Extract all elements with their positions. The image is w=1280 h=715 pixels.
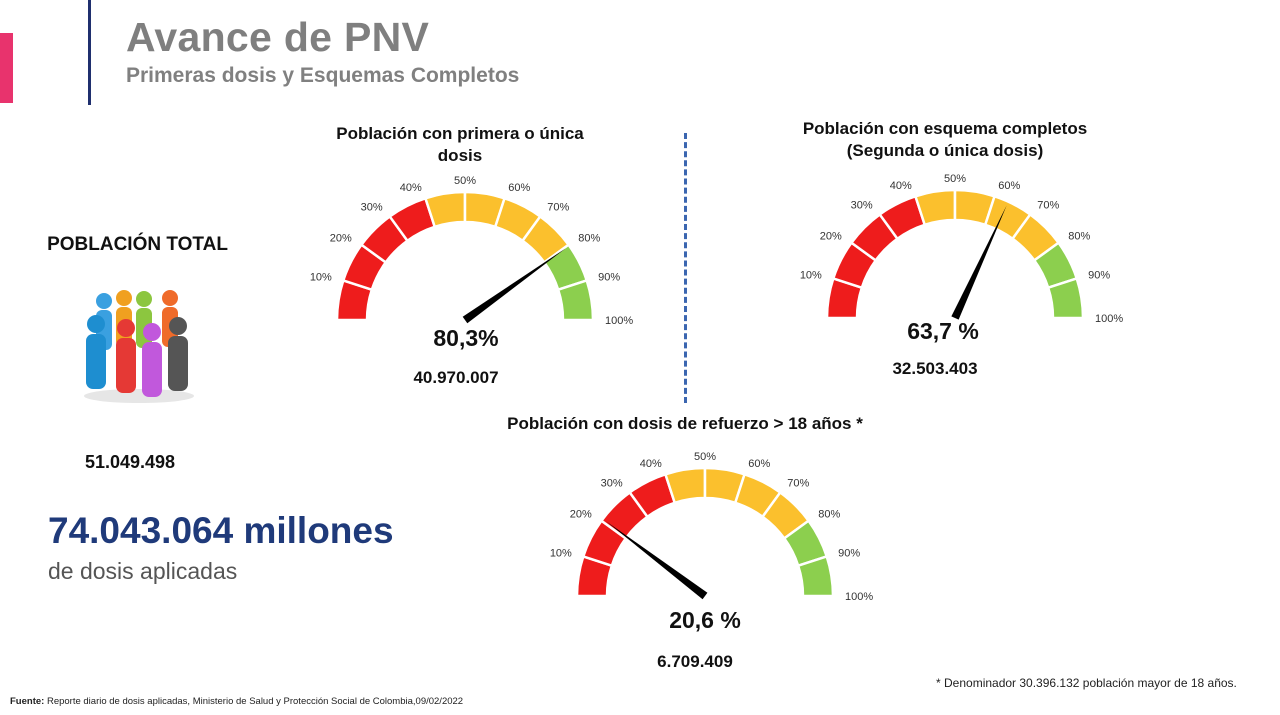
gauge-1-title: Población con primera o única dosis (336, 124, 584, 165)
accent-bar (0, 33, 13, 103)
gauge-1-count: 40.970.007 (413, 368, 499, 387)
gauge-tick-label: 90% (1088, 270, 1110, 282)
gauge-tick-label: 10% (800, 270, 822, 282)
gauge-tick-label: 40% (640, 458, 662, 470)
population-label: POBLACIÓN TOTAL (47, 234, 228, 255)
gauge-1-percentage: 80,3% (433, 325, 499, 351)
gauge-3-title: Población con dosis de refuerzo > 18 año… (507, 414, 863, 433)
gauge-tick-label: 70% (787, 478, 809, 490)
gauge-3: 10% 20% 30% 40% 50% 60% 70% 80% 90% 100% (550, 451, 874, 603)
source-note: Fuente: Reporte diario de dosis aplicada… (10, 696, 463, 707)
gauge-3-count: 6.709.409 (657, 652, 733, 671)
gauge-tick-label: 20% (330, 233, 352, 245)
source-text: Reporte diario de dosis aplicadas, Minis… (46, 696, 464, 707)
gauge-2-percentage: 63,7 % (907, 318, 979, 344)
gauge-tick-label: 10% (550, 548, 572, 560)
source-label: Fuente: (10, 696, 45, 707)
population-value: 51.049.498 (84, 452, 176, 472)
gauge-tick-label: 100% (845, 591, 873, 603)
vertical-divider (684, 133, 687, 403)
gauge-needle (462, 248, 567, 324)
gauge-needle (606, 521, 708, 600)
gauge-tick-label: 50% (454, 175, 476, 187)
gauge-tick-label: 60% (508, 182, 530, 194)
gauge-tick-label: 60% (998, 180, 1020, 192)
total-doses-label: de dosis aplicadas (48, 558, 238, 584)
gauge-segment (1046, 276, 1085, 320)
gauge-tick-label: 40% (400, 182, 422, 194)
total-doses: 74.043.064 millones (48, 510, 394, 551)
title-divider (88, 0, 91, 105)
gauge-tick-label: 60% (748, 458, 770, 470)
gauge-segment (556, 278, 595, 322)
gauge-tick-label: 30% (361, 202, 383, 214)
gauge-tick-label: 70% (547, 202, 569, 214)
page-subtitle: Primeras dosis y Esquemas Completos (126, 64, 520, 87)
gauge-2: 10% 20% 30% 40% 50% 60% 70% 80% 90% 100% (800, 173, 1124, 325)
gauge-tick-label: 50% (694, 451, 716, 463)
gauge-tick-label: 10% (310, 272, 332, 284)
gauge-tick-label: 40% (890, 180, 912, 192)
gauge-tick-label: 100% (605, 315, 633, 327)
gauge-tick-label: 70% (1037, 200, 1059, 212)
gauge-tick-label: 20% (570, 509, 592, 521)
gauge-tick-label: 30% (601, 478, 623, 490)
gauge-tick-label: 90% (598, 272, 620, 284)
people-group-icon (84, 290, 194, 403)
gauge-needle (951, 205, 1007, 320)
page-title: Avance de PNV (126, 14, 430, 60)
gauge-2-title: Población con esquema completos (Segunda… (802, 119, 1088, 160)
gauge-tick-label: 80% (818, 509, 840, 521)
gauge-2-count: 32.503.403 (892, 359, 978, 378)
gauge-tick-label: 20% (820, 231, 842, 243)
gauge-tick-label: 30% (851, 200, 873, 212)
gauge-1: 10% 20% 30% 40% 50% 60% 70% 80% 90% 100% (310, 175, 634, 327)
gauge-tick-label: 80% (1068, 231, 1090, 243)
denominator-note: * Denominador 30.396.132 población mayor… (936, 676, 1237, 690)
gauge-tick-label: 50% (944, 173, 966, 185)
gauge-3-percentage: 20,6 % (669, 607, 741, 633)
gauge-tick-label: 100% (1095, 313, 1123, 325)
gauge-segment (796, 554, 835, 598)
gauge-tick-label: 90% (838, 548, 860, 560)
gauge-tick-label: 80% (578, 233, 600, 245)
